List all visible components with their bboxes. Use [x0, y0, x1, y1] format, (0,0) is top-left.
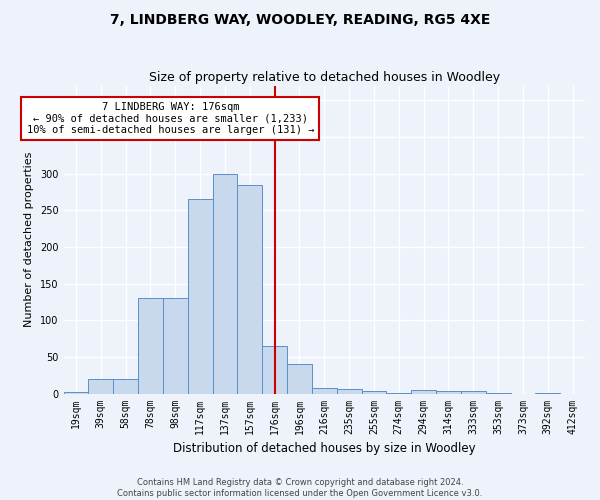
Bar	[88, 379, 113, 394]
Bar	[411, 390, 436, 394]
Bar	[436, 390, 461, 394]
X-axis label: Distribution of detached houses by size in Woodley: Distribution of detached houses by size …	[173, 442, 476, 455]
Bar	[461, 392, 485, 394]
Text: 7 LINDBERG WAY: 176sqm
← 90% of detached houses are smaller (1,233)
10% of semi-: 7 LINDBERG WAY: 176sqm ← 90% of detached…	[26, 102, 314, 135]
Bar	[238, 184, 262, 394]
Bar	[485, 393, 511, 394]
Y-axis label: Number of detached properties: Number of detached properties	[25, 152, 34, 328]
Bar	[64, 392, 88, 394]
Bar	[386, 393, 411, 394]
Bar	[138, 298, 163, 394]
Bar	[362, 390, 386, 394]
Bar	[212, 174, 238, 394]
Bar	[287, 364, 312, 394]
Bar	[262, 346, 287, 394]
Title: Size of property relative to detached houses in Woodley: Size of property relative to detached ho…	[149, 72, 500, 85]
Bar	[312, 388, 337, 394]
Bar	[188, 200, 212, 394]
Text: 7, LINDBERG WAY, WOODLEY, READING, RG5 4XE: 7, LINDBERG WAY, WOODLEY, READING, RG5 4…	[110, 12, 490, 26]
Bar	[163, 298, 188, 394]
Text: Contains HM Land Registry data © Crown copyright and database right 2024.
Contai: Contains HM Land Registry data © Crown c…	[118, 478, 482, 498]
Bar	[337, 389, 362, 394]
Bar	[535, 393, 560, 394]
Bar	[113, 379, 138, 394]
